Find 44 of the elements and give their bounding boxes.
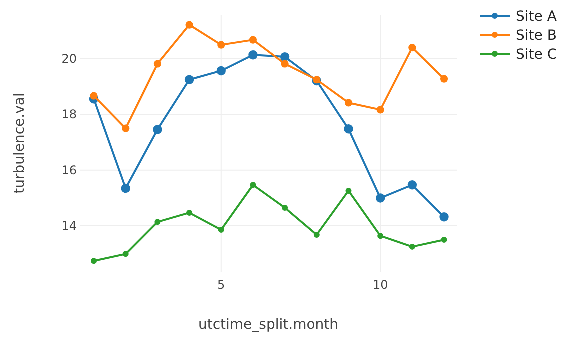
legend-label: Site B: [516, 28, 557, 44]
point: [376, 194, 386, 203]
point: [90, 92, 98, 100]
point: [186, 21, 194, 29]
point: [248, 50, 258, 60]
point: [154, 219, 161, 226]
y-tick-label: 20: [62, 52, 77, 66]
point: [408, 180, 418, 190]
point: [282, 204, 288, 211]
point: [216, 66, 226, 76]
point: [153, 125, 162, 134]
point: [154, 60, 162, 68]
legend-label: Site A: [516, 9, 558, 25]
y-tick-label: 16: [62, 163, 77, 178]
y-axis-title: turbulence.val: [12, 93, 28, 194]
point: [280, 52, 290, 62]
point: [218, 41, 226, 49]
legend-label: Site C: [516, 47, 558, 63]
point: [376, 106, 384, 114]
point: [121, 184, 130, 194]
y-tick-label: 14: [62, 219, 77, 234]
point: [408, 44, 416, 52]
point: [378, 233, 384, 240]
point: [249, 36, 258, 44]
point: [344, 99, 353, 107]
point: [122, 251, 129, 258]
point: [91, 258, 98, 264]
point: [250, 182, 256, 188]
point: [186, 210, 193, 216]
point: [218, 226, 224, 233]
point: [314, 232, 320, 238]
x-tick-label: 5: [218, 278, 226, 292]
x-axis-title: utctime_split.month: [198, 317, 339, 333]
point: [441, 236, 448, 243]
point: [281, 60, 289, 68]
point: [440, 212, 449, 222]
point: [122, 124, 130, 132]
point: [440, 75, 448, 83]
point: [409, 244, 416, 250]
x-tick-label: 10: [372, 278, 388, 292]
y-tick-label: 18: [62, 108, 77, 122]
point: [184, 75, 194, 84]
point: [346, 188, 352, 194]
point: [344, 124, 354, 134]
